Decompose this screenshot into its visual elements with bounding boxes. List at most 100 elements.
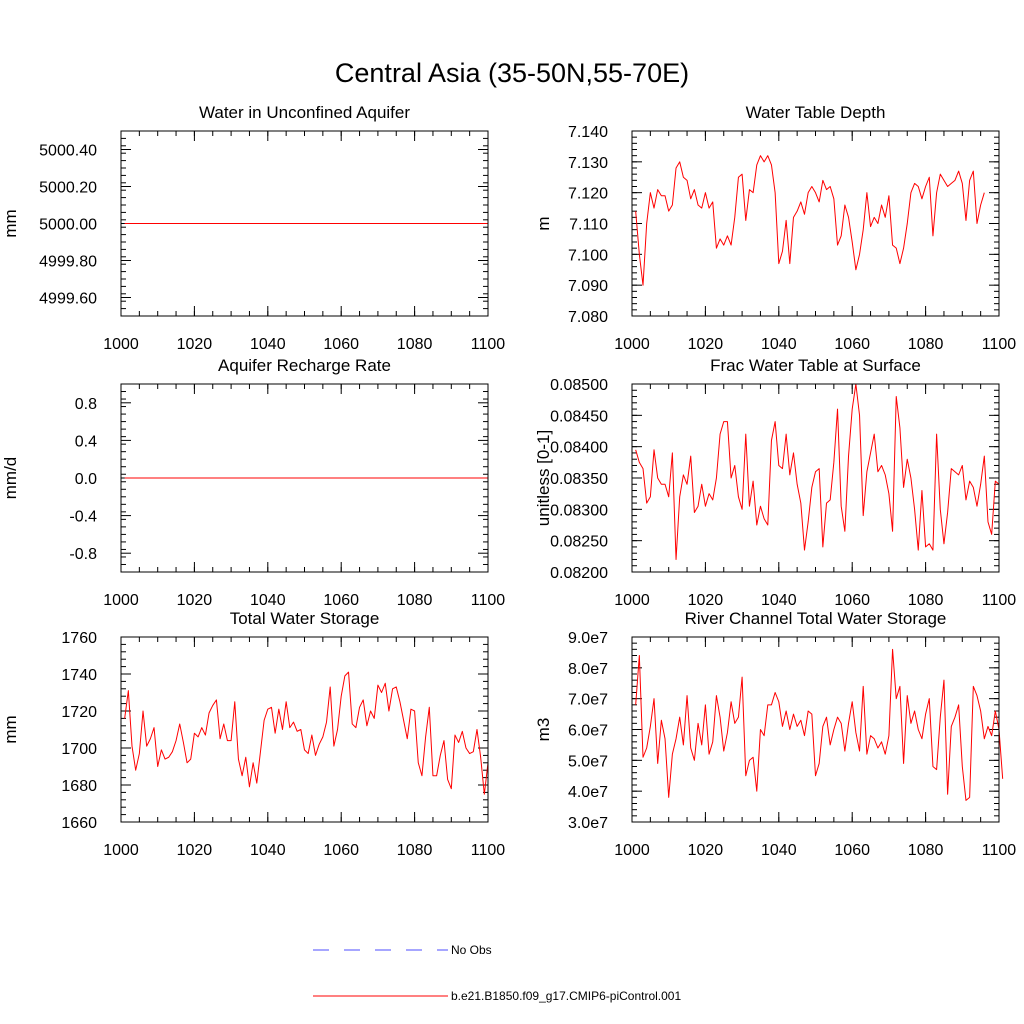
y-tick-label: 0.08300 [550,502,608,519]
panel-title: Water in Unconfined Aquifer [199,103,410,122]
panel-group: Water in Unconfined Aquifer mm 1000 1020 104… [1,103,1016,859]
y-axis-label: mm/d [1,457,20,500]
series-line-fwet [635,383,1000,560]
panel-aquifer: Water in Unconfined Aquifer mm 1000 1020 104… [1,103,505,353]
x-tick-label: 1060 [323,842,359,859]
x-tick-label: 1060 [834,592,870,609]
x-tick-label: 1000 [614,842,650,859]
figure-title: Central Asia (35-50N,55-70E) [335,58,689,88]
x-tick-label: 1040 [250,842,286,859]
x-tick-label: 1100 [982,336,1017,353]
x-tick-label: 1020 [688,842,724,859]
series-line-tws [124,671,489,795]
y-tick-label: 5000.40 [39,143,97,160]
panel-wtd: Water Table Depth m 1000 1020 1040 1060 1080 11… [534,103,1016,353]
y-tick-label: 1740 [61,667,97,684]
x-tick-label: 1040 [250,336,286,353]
panel-title: River Channel Total Water Storage [685,609,947,628]
x-tick-label: 1100 [982,592,1017,609]
y-axis-label: m [534,216,553,230]
legend-label-no-obs: No Obs [451,943,492,957]
y-tick-label: 0.4 [75,433,97,450]
y-tick-label: 7.100 [568,247,608,264]
y-tick-label: 1720 [61,704,97,721]
x-tick-label: 1040 [761,592,797,609]
y-tick-label: -0.8 [69,546,97,563]
x-tick-label: 1100 [471,842,506,859]
plot-frame [120,130,489,317]
plot-frame [631,383,1000,573]
y-tick-label: 4999.60 [39,291,97,308]
x-tick-label: 1040 [250,592,286,609]
y-tick-label: 7.110 [569,217,608,234]
legend-label-model: b.e21.B1850.f09_g17.CMIP6-piControl.001 [451,989,681,1003]
y-tick-label: 7.0e7 [568,692,608,709]
y-tick-label: 0.08350 [550,471,608,488]
x-tick-label: 1080 [397,842,433,859]
y-tick-label: 0.08400 [550,440,608,457]
x-tick-label: 1000 [614,336,650,353]
x-tick-label: 1060 [323,592,359,609]
x-tick-label: 1060 [323,336,359,353]
x-tick-label: 1000 [614,592,650,609]
y-tick-label: 7.080 [568,309,608,326]
x-tick-label: 1040 [761,336,797,353]
x-tick-label: 1080 [908,842,944,859]
y-tick-label: 9.0e7 [568,630,608,647]
y-tick-label: 6.0e7 [568,723,608,740]
y-tick-label: 4999.80 [39,254,97,271]
y-tick-label: 7.130 [568,155,608,172]
x-tick-label: 1080 [908,336,944,353]
y-tick-label: 1660 [61,815,97,832]
panel-rivstor: River Channel Total Water Storage m3 1000 1… [534,609,1016,859]
x-tick-label: 1020 [688,592,724,609]
plot-frame [631,130,1000,317]
series-line-wtd [635,155,985,286]
y-tick-label: -0.4 [69,509,97,526]
panel-title: Total Water Storage [230,609,380,628]
y-tick-label: 8.0e7 [568,661,608,678]
y-tick-label: 0.0 [75,471,97,488]
y-tick-label: 7.140 [568,124,608,141]
plot-frame [631,636,1000,823]
y-tick-label: 0.8 [75,396,97,413]
plot-frame [120,636,489,823]
x-tick-label: 1020 [177,592,213,609]
y-tick-label: 1680 [61,778,97,795]
y-tick-label: 5.0e7 [568,753,608,770]
panel-title: Frac Water Table at Surface [710,356,921,375]
y-tick-label: 0.08250 [550,534,608,551]
y-tick-label: 0.08500 [550,377,608,394]
y-tick-label: 0.08450 [550,408,608,425]
y-tick-label: 7.090 [568,278,608,295]
y-axis-label: unitless [0-1] [534,430,553,526]
x-tick-label: 1000 [103,842,139,859]
y-tick-label: 7.120 [568,186,608,203]
panel-title: Water Table Depth [746,103,886,122]
y-tick-label: 5000.00 [39,217,97,234]
panel-recharge: Aquifer Recharge Rate mm/d 1000 1020 1040 106… [1,356,505,609]
x-tick-label: 1080 [397,336,433,353]
y-tick-label: 5000.20 [39,180,97,197]
y-axis-label: mm [1,209,20,237]
x-tick-label: 1080 [908,592,944,609]
y-tick-label: 1760 [61,630,97,647]
x-tick-label: 1100 [471,336,506,353]
x-tick-label: 1040 [761,842,797,859]
legend: No Obs b.e21.B1850.f09_g17.CMIP6-piContr… [313,943,681,1003]
panel-fwet: Frac Water Table at Surface unitless [0-1… [534,356,1016,609]
x-tick-label: 1060 [834,336,870,353]
x-tick-label: 1100 [982,842,1017,859]
panel-title: Aquifer Recharge Rate [218,356,391,375]
y-tick-label: 1700 [61,741,97,758]
series-line-rivstor [635,648,1004,801]
x-tick-label: 1000 [103,336,139,353]
x-tick-label: 1020 [177,336,213,353]
y-axis-label: mm [1,715,20,743]
x-tick-label: 1080 [397,592,433,609]
panel-tws: Total Water Storage mm 1000 1020 1040 1060 108… [1,609,505,859]
x-tick-label: 1100 [471,592,506,609]
plot-frame [120,383,489,573]
x-tick-label: 1000 [103,592,139,609]
